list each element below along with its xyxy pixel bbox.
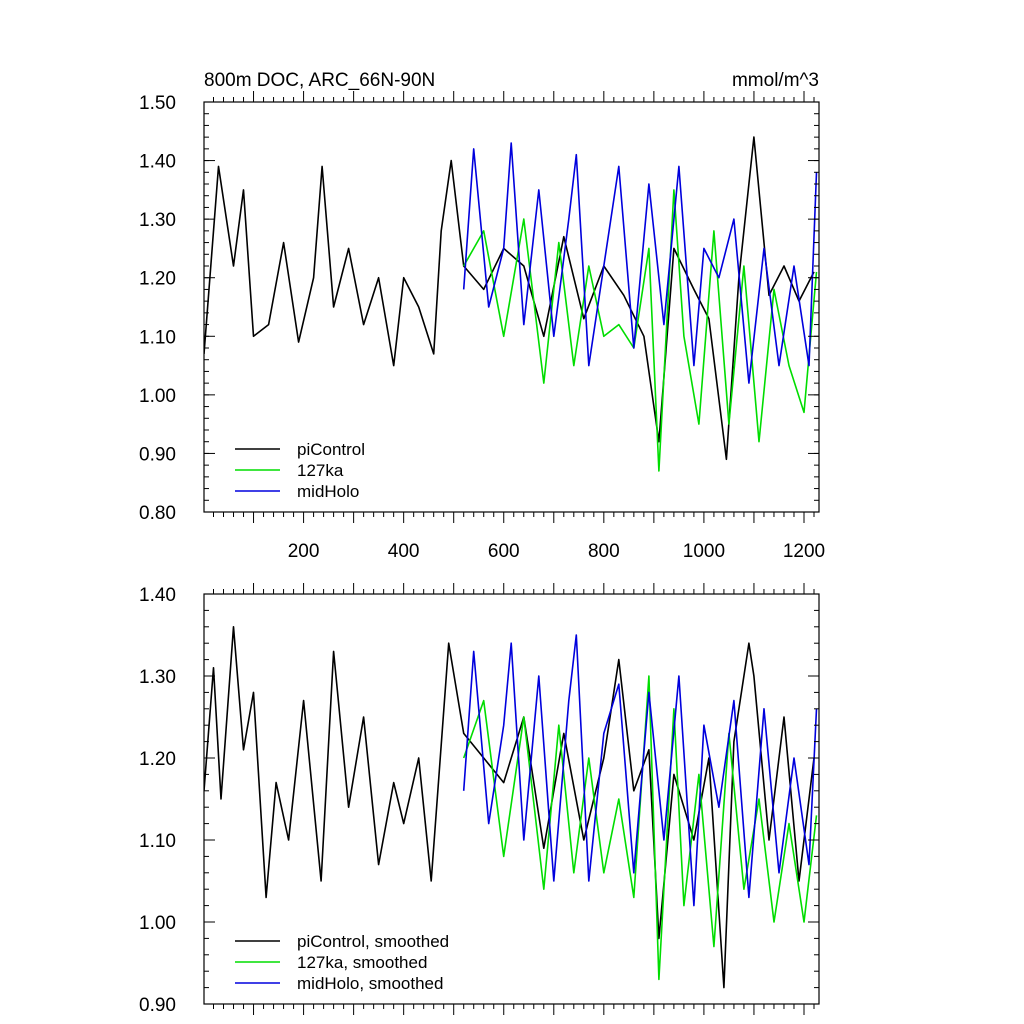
legend-label-2: 127ka, smoothed <box>297 953 427 972</box>
series-line-1 <box>204 625 815 989</box>
legend-label-1: piControl <box>297 440 365 459</box>
y-tick-label: 0.80 <box>139 503 176 524</box>
x-tick-label: 1000 <box>683 541 725 562</box>
units-label: mmol/m^3 <box>732 70 819 91</box>
plot-frame <box>203 593 820 1005</box>
y-tick-label: 1.50 <box>139 93 176 114</box>
y-tick-label: 1.30 <box>139 667 176 688</box>
series-line-3 <box>462 142 818 384</box>
series-line-3 <box>462 634 818 907</box>
series-line-2 <box>462 675 818 981</box>
top-panel: 0.80 0.90 1.00 1.10 1.20 1.30 1.40 1.50 200 400 60… <box>139 70 825 562</box>
legend-label-1: piControl, smoothed <box>297 932 449 951</box>
x-tick-label: 400 <box>388 541 420 562</box>
y-tick-label: 0.90 <box>139 995 176 1016</box>
y-tick-label: 1.10 <box>139 831 176 852</box>
legend-label-2: 127ka <box>297 461 344 480</box>
x-tick-label: 800 <box>588 541 620 562</box>
y-tick-label: 1.00 <box>139 913 176 934</box>
y-tick-label: 0.90 <box>139 444 176 465</box>
x-tick-label: 600 <box>488 541 520 562</box>
y-tick-label: 1.40 <box>139 152 176 173</box>
y-tick-label: 1.00 <box>139 386 176 407</box>
x-tick-label: 1200 <box>783 541 825 562</box>
x-tick-label: 200 <box>288 541 320 562</box>
plot-frame <box>203 101 820 513</box>
series-line-1 <box>204 136 815 461</box>
legend-label-3: midHolo <box>297 482 359 501</box>
y-tick-label: 1.30 <box>139 210 176 231</box>
chart-title: 800m DOC, ARC_66N-90N <box>204 70 435 91</box>
y-tick-label: 1.20 <box>139 269 176 290</box>
bottom-panel: 0.90 1.00 1.10 1.20 1.30 1.40 piControl, smoot… <box>139 583 820 1016</box>
y-tick-label: 1.10 <box>139 327 176 348</box>
series-line-2 <box>463 189 818 472</box>
y-tick-label: 1.40 <box>139 585 176 606</box>
y-tick-label: 1.20 <box>139 749 176 770</box>
legend-label-3: midHolo, smoothed <box>297 974 443 993</box>
